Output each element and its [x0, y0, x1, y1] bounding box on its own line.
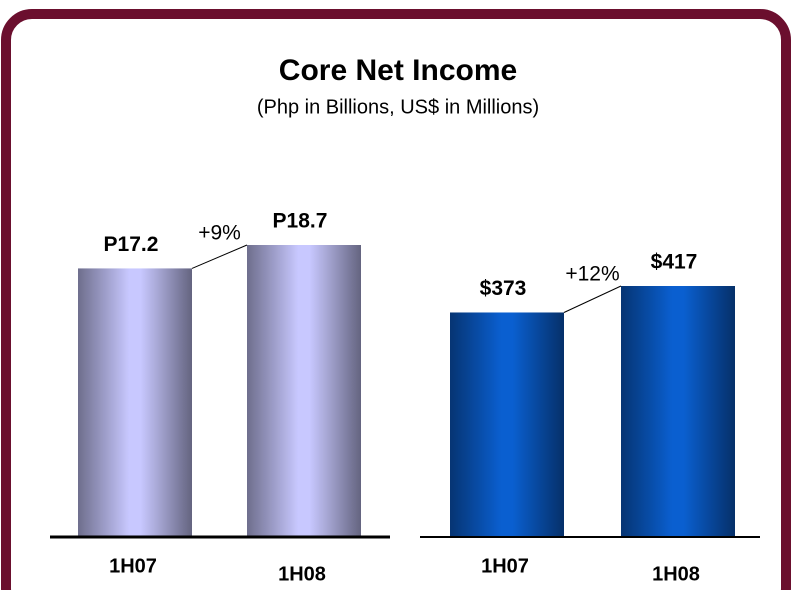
growth-connector	[563, 285, 622, 313]
bar-shading	[450, 312, 564, 537]
value-label: P17.2	[104, 233, 159, 256]
growth-annotation: +9%	[198, 222, 241, 245]
slide-frame	[1, 9, 791, 590]
value-label: $373	[480, 277, 527, 300]
chart-title: Core Net Income	[279, 54, 517, 87]
x-tick-label: 1H08	[278, 563, 326, 585]
bar-shading	[247, 245, 361, 537]
value-label: P18.7	[273, 210, 328, 233]
x-tick-label: 1H08	[652, 563, 700, 585]
chart-subtitle: (Php in Billions, US$ in Millions)	[257, 96, 539, 118]
bar-shading	[621, 286, 735, 537]
bar-shading	[78, 268, 192, 537]
growth-annotation: +12%	[565, 263, 619, 286]
growth-connector	[191, 244, 248, 269]
x-tick-label: 1H07	[109, 555, 157, 577]
x-tick-label: 1H07	[481, 555, 529, 577]
value-label: $417	[651, 251, 698, 274]
